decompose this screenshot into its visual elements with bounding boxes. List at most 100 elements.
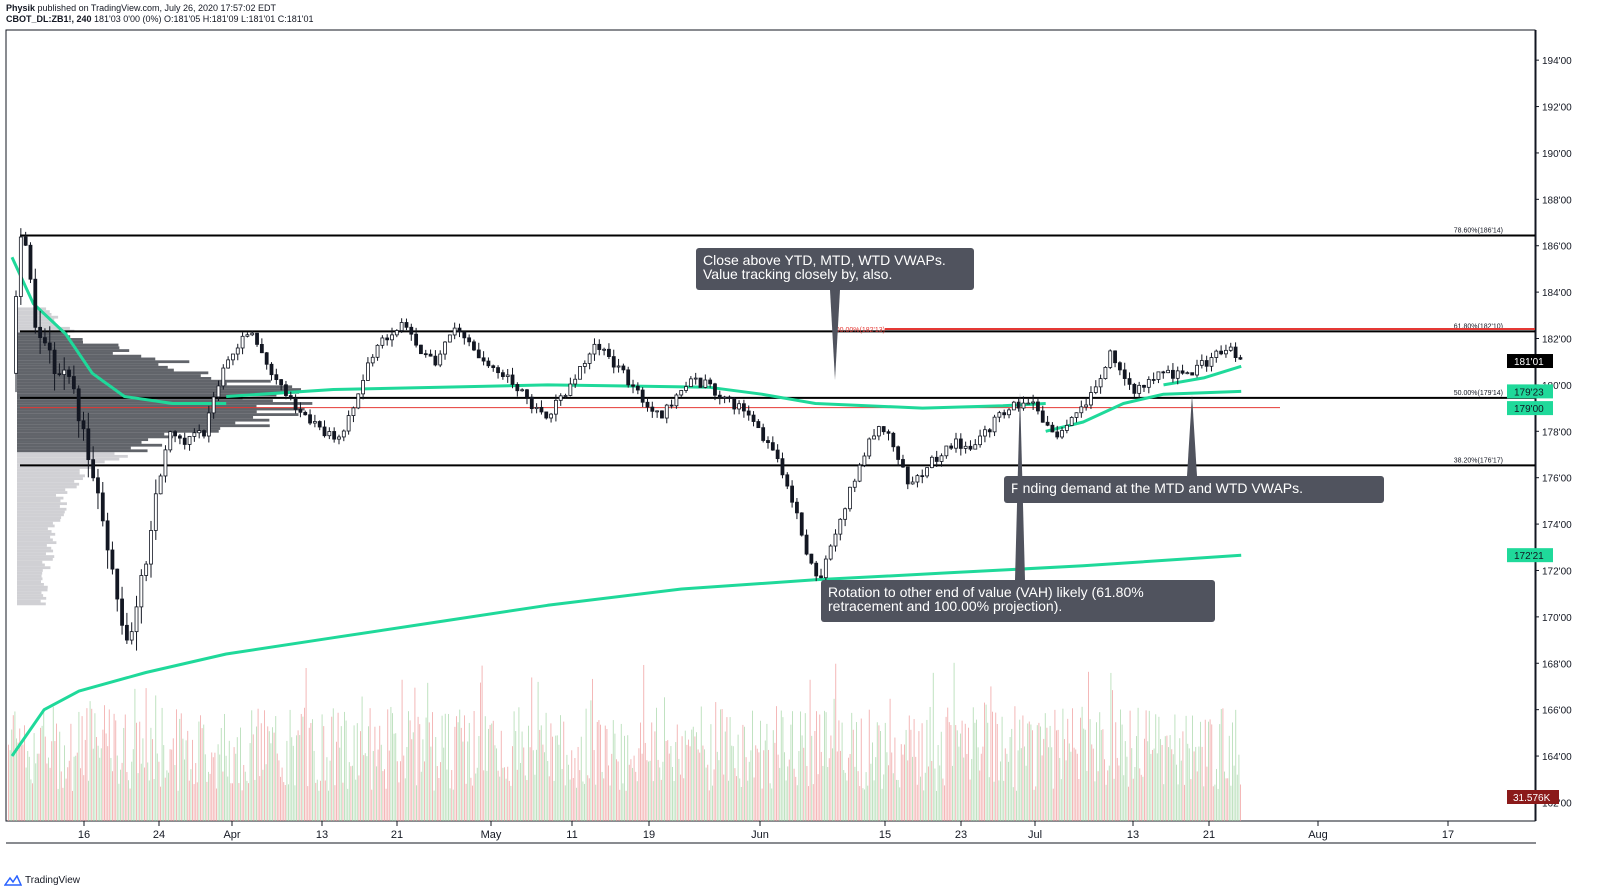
volume-bar: [675, 742, 677, 821]
volume-bar: [1036, 725, 1038, 821]
volume-bar: [1142, 776, 1144, 821]
profile-row: [17, 602, 46, 606]
candle-body: [346, 415, 351, 432]
candle-body: [862, 455, 867, 466]
candle-body: [669, 404, 674, 407]
volume-bar: [604, 725, 606, 821]
candle-body: [939, 455, 944, 462]
profile-row: [17, 552, 46, 556]
callout-text: Finding demand at the MTD and WTD VWAPs.: [1011, 480, 1303, 496]
callout-pointer: [1187, 395, 1197, 476]
candle-body: [751, 414, 756, 422]
volume-bar: [318, 790, 320, 821]
volume-bar: [804, 713, 806, 821]
candle-body: [96, 477, 100, 494]
candle-body: [833, 533, 838, 547]
volume-bar: [1137, 707, 1139, 821]
volume-bar: [756, 748, 758, 821]
volume-bar: [84, 739, 86, 821]
profile-row: [17, 474, 85, 478]
volume-bar: [659, 767, 661, 821]
volume-bar: [478, 736, 480, 821]
volume-bar: [689, 746, 691, 821]
volume-bar: [1070, 751, 1072, 821]
volume-bar: [772, 730, 774, 821]
volume-bar: [1148, 710, 1150, 821]
volume-bar: [86, 708, 88, 821]
profile-row: [17, 343, 119, 347]
volume-bar: [57, 788, 59, 821]
candle-body: [163, 449, 168, 477]
volume-bar: [1140, 774, 1142, 821]
volume-bar: [571, 750, 573, 821]
volume-bar: [385, 788, 387, 821]
publish-date: published on TradingView.com, July 26, 2…: [37, 3, 277, 13]
profile-row: [17, 580, 41, 584]
volume-bar: [1112, 690, 1113, 821]
candle-body: [144, 563, 149, 576]
candle-body: [660, 410, 664, 419]
profile-row: [17, 596, 47, 600]
profile-row: [17, 315, 59, 319]
candle-body: [298, 409, 303, 413]
candle-body: [472, 341, 476, 351]
profile-row: [17, 516, 62, 519]
candle-body: [192, 432, 197, 437]
candle-body: [534, 406, 539, 410]
volume-bar: [118, 783, 120, 821]
candle-body: [510, 374, 515, 385]
volume-bar: [24, 725, 25, 821]
volume-bar: [579, 770, 581, 821]
volume-bar: [614, 733, 616, 821]
volume-bar: [934, 768, 936, 821]
candle-body: [312, 421, 317, 424]
volume-bar: [1214, 784, 1216, 821]
volume-bar: [1056, 730, 1057, 821]
volume-bar: [52, 706, 54, 821]
volume-bar: [296, 735, 297, 821]
volume-bar: [1166, 735, 1168, 821]
volume-bar: [216, 788, 217, 821]
volume-bar: [964, 723, 966, 821]
candle-body: [872, 435, 876, 440]
candle-body: [337, 436, 341, 440]
candle-body: [1079, 406, 1084, 414]
volume-bar: [1145, 710, 1147, 821]
footer-brand[interactable]: TradingView: [4, 875, 80, 886]
volume-bar: [705, 767, 707, 821]
volume-bar: [752, 710, 753, 821]
time-tick-label: May: [481, 829, 502, 841]
volume-bar: [822, 765, 824, 821]
volume-bar: [582, 781, 584, 821]
candle-body: [491, 365, 496, 369]
volume-bar: [950, 725, 952, 821]
volume-bar: [1062, 708, 1064, 821]
volume-bar: [160, 786, 161, 821]
volume-bar: [678, 758, 680, 821]
volume-bar: [403, 755, 405, 821]
candle-body: [770, 442, 775, 451]
candle-body: [539, 406, 544, 413]
candle-body: [1238, 357, 1243, 360]
volume-bar: [284, 785, 286, 821]
profile-row: [17, 577, 43, 581]
profile-row: [17, 368, 174, 372]
volume-bar: [718, 760, 720, 821]
volume-bar: [656, 707, 657, 821]
volume-bar: [728, 780, 729, 821]
volume-bar: [548, 776, 550, 821]
profile-row: [17, 326, 70, 330]
candle-body: [438, 353, 443, 366]
volume-bar: [852, 729, 854, 821]
time-tick-label: 21: [1203, 829, 1215, 841]
volume-bar: [931, 760, 933, 821]
vwap-line: [10, 553, 1242, 757]
volume-bar: [606, 729, 608, 821]
volume-bar: [155, 695, 157, 821]
volume-bar: [684, 730, 686, 821]
volume-bar: [153, 778, 155, 821]
volume-bar: [561, 768, 563, 821]
volume-bar: [115, 720, 117, 821]
profile-row: [17, 435, 174, 439]
